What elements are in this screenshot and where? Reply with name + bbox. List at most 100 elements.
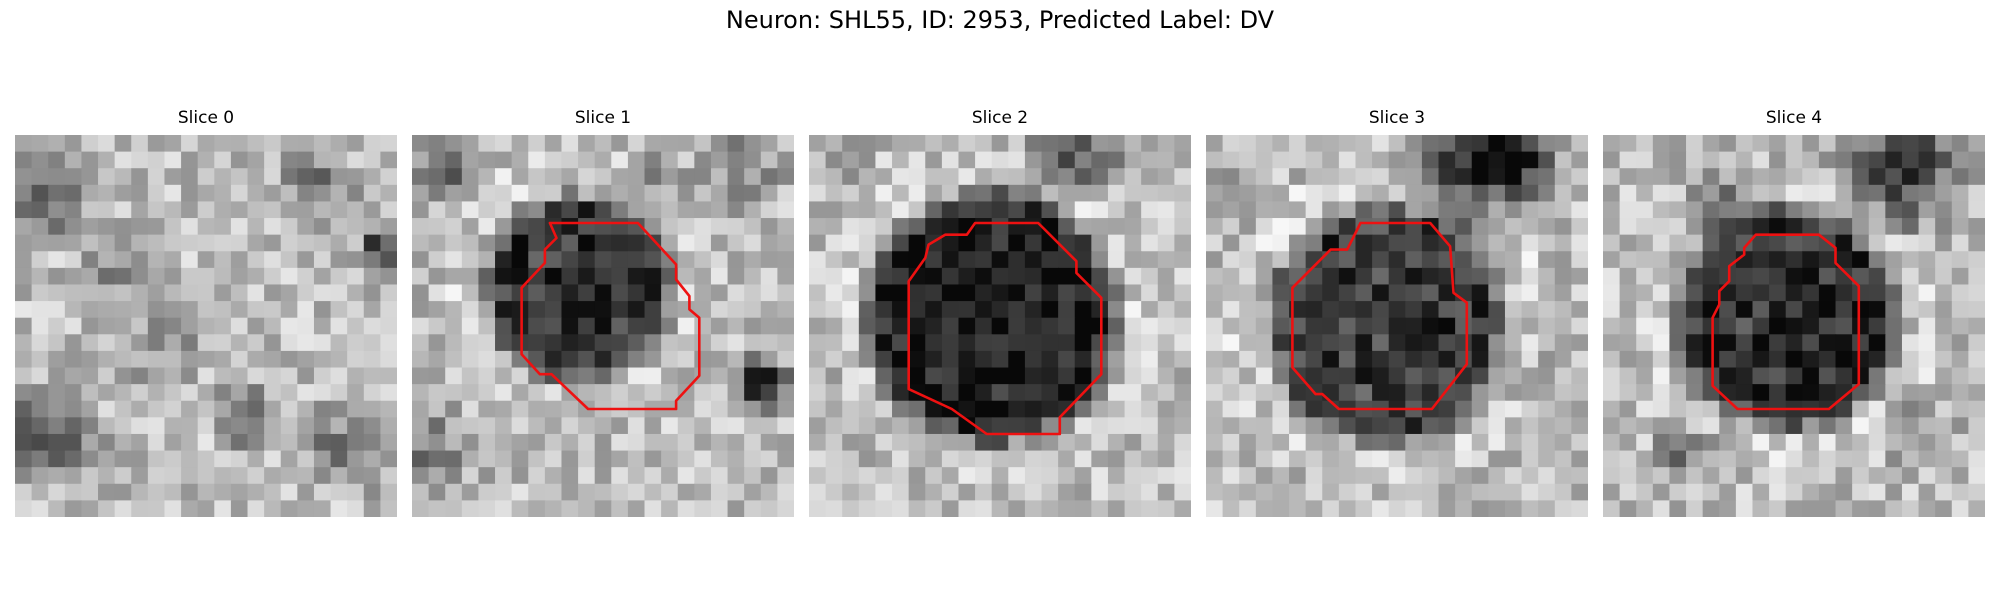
pixel — [975, 367, 993, 385]
pixel — [561, 251, 579, 269]
pixel — [1107, 135, 1126, 153]
pixel — [941, 267, 960, 286]
pixel — [247, 301, 265, 319]
pixel — [428, 168, 446, 186]
pixel — [1603, 284, 1621, 302]
pixel — [428, 467, 446, 485]
pixel — [1322, 433, 1340, 452]
pixel — [363, 251, 381, 269]
pixel — [1504, 350, 1523, 369]
pixel — [1802, 483, 1820, 501]
pixel — [1852, 317, 1870, 335]
pixel — [1554, 317, 1572, 335]
pixel — [280, 350, 298, 369]
pixel — [478, 251, 496, 269]
pixel — [1255, 251, 1274, 269]
pixel — [644, 450, 662, 468]
pixel — [64, 384, 83, 402]
pixel — [991, 433, 1009, 452]
pixel — [181, 184, 199, 203]
pixel — [98, 417, 116, 435]
pixel — [1885, 450, 1903, 468]
pixel — [710, 218, 729, 236]
pixel — [694, 483, 712, 501]
pixel — [777, 284, 794, 302]
pixel — [908, 350, 926, 369]
pixel — [760, 284, 778, 302]
pixel — [1619, 500, 1637, 517]
pixel — [1852, 367, 1870, 385]
pixel — [858, 184, 877, 203]
pixel — [1058, 467, 1076, 485]
pixel — [1438, 251, 1456, 269]
pixel — [1802, 218, 1820, 236]
pixel — [1239, 367, 1257, 385]
pixel — [842, 400, 860, 418]
pixel — [98, 284, 116, 302]
pixel — [975, 384, 993, 402]
pixel — [842, 301, 860, 319]
pixel — [1421, 218, 1440, 236]
pixel — [15, 450, 33, 468]
pixel — [313, 184, 332, 203]
pixel — [1091, 184, 1109, 203]
pixel — [1852, 201, 1870, 219]
pixel — [445, 168, 463, 186]
pixel — [661, 384, 679, 402]
pixel — [744, 168, 762, 186]
pixel — [1521, 367, 1539, 385]
pixel — [1405, 151, 1423, 169]
pixel — [478, 350, 496, 369]
pixel — [1074, 135, 1092, 153]
pixel — [760, 135, 778, 153]
pixel — [578, 334, 596, 352]
pixel — [1222, 467, 1240, 485]
pixel — [875, 184, 893, 203]
pixel — [230, 334, 249, 352]
pixel — [1041, 251, 1059, 269]
pixel — [875, 334, 893, 352]
pixel — [1455, 301, 1473, 319]
pixel — [1255, 135, 1274, 153]
pixel — [1255, 201, 1274, 219]
pixel — [247, 367, 265, 385]
pixel — [330, 251, 348, 269]
pixel — [1951, 317, 1969, 335]
pixel — [544, 267, 563, 286]
pixel — [1554, 284, 1572, 302]
pixel — [1405, 301, 1423, 319]
pixel — [644, 251, 662, 269]
pixel — [347, 234, 365, 252]
pixel — [1174, 218, 1191, 236]
pixel — [478, 317, 496, 335]
pixel — [363, 135, 381, 153]
pixel — [98, 151, 116, 169]
pixel — [611, 301, 629, 319]
pixel — [1669, 367, 1687, 385]
pixel — [644, 334, 662, 352]
pixel — [1802, 168, 1820, 186]
pixel — [1024, 251, 1043, 269]
pixel — [858, 334, 877, 352]
pixel — [495, 284, 513, 302]
pixel — [892, 384, 910, 402]
pixel — [842, 334, 860, 352]
pixel — [1951, 267, 1969, 286]
pixel — [1255, 500, 1274, 517]
pixel — [644, 433, 662, 452]
pixel — [1885, 384, 1903, 402]
pixel — [511, 151, 529, 169]
pixel — [1488, 135, 1506, 153]
pixel — [1206, 168, 1224, 186]
pixel — [1769, 350, 1787, 369]
pixel — [1504, 317, 1523, 335]
pixel — [661, 267, 679, 286]
pixel — [1636, 317, 1654, 335]
pixel — [164, 234, 182, 252]
pixel — [1769, 168, 1787, 186]
pixel — [661, 334, 679, 352]
pixel — [31, 500, 49, 517]
pixel — [1571, 218, 1588, 236]
pixel — [511, 201, 529, 219]
pixel — [31, 284, 49, 302]
